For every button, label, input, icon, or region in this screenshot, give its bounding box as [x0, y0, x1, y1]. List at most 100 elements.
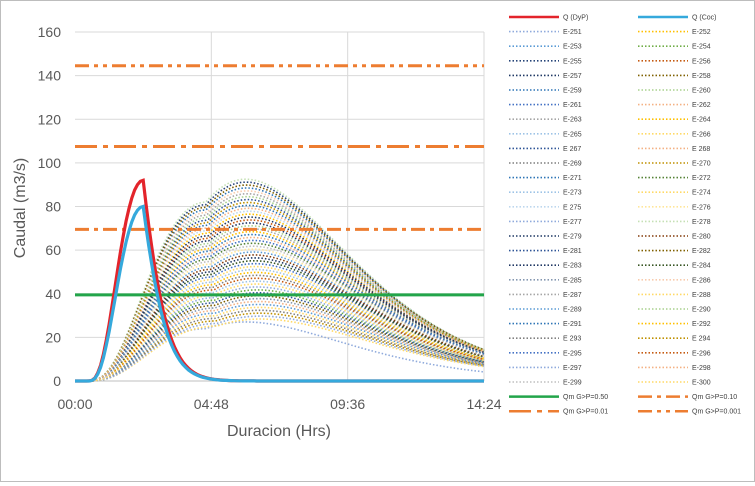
legend-label: E-271	[563, 175, 582, 182]
legend-label: E-295	[563, 350, 582, 357]
ensemble-line	[75, 195, 485, 382]
legend-label: E-262	[692, 102, 711, 109]
legend-label: E-257	[563, 73, 582, 80]
y-tick-label: 80	[45, 199, 61, 215]
legend-label: E-281	[563, 248, 582, 255]
ensemble-line	[75, 254, 485, 382]
x-tick-label: 09:36	[330, 396, 365, 412]
legend-label: E-258	[692, 73, 711, 80]
ensemble-line	[75, 283, 485, 382]
ensemble-line	[75, 207, 485, 382]
ensemble-line	[75, 233, 485, 382]
legend-label: E-256	[692, 58, 711, 65]
ensemble-line	[75, 277, 485, 382]
ensemble-line	[75, 294, 485, 382]
ensemble-line	[75, 315, 485, 382]
legend-label: E-282	[692, 248, 711, 255]
ensemble-line	[75, 178, 485, 382]
legend-label: E-287	[563, 292, 582, 299]
legend-label: E-297	[563, 365, 582, 372]
x-tick-label: 14:24	[466, 396, 501, 412]
legend-label: E 268	[692, 146, 710, 153]
legend-label: E-261	[563, 102, 582, 109]
legend-label: Qm G>P=0.50	[563, 394, 608, 401]
y-tick-label: 140	[38, 68, 62, 84]
y-tick-label: 60	[45, 242, 61, 258]
legend-label: E-254	[692, 44, 711, 51]
legend-label: E-266	[692, 131, 711, 138]
legend-label: E-272	[692, 175, 711, 182]
legend-label: E-260	[692, 88, 711, 95]
legend-label: E-270	[692, 161, 711, 168]
ensemble-line	[75, 216, 485, 382]
legend-label: Qm G>P=0.001	[692, 409, 741, 416]
legend-label: Qm G>P=0.01	[563, 409, 608, 416]
legend-label: E-263	[563, 117, 582, 124]
legend-label: Q (DyP)	[563, 15, 588, 22]
y-tick-labels: 0 20 40 60 80 100 120 140 160	[38, 24, 62, 389]
ensemble-line	[75, 245, 485, 382]
y-tick-label: 100	[38, 155, 62, 171]
legend-label: E-289	[563, 307, 582, 314]
ensemble-line	[75, 201, 485, 382]
ensemble-line	[75, 321, 485, 382]
ensemble-line	[75, 248, 485, 382]
legend-label: E 275	[563, 204, 581, 211]
ensemble-line	[75, 219, 485, 382]
legend-label: E-283	[563, 263, 582, 270]
legend-label: E-255	[563, 58, 582, 65]
ensemble-line	[75, 239, 485, 382]
legend-label: E-290	[692, 307, 711, 314]
y-tick-label: 0	[53, 373, 61, 389]
legend-label: E-259	[563, 88, 582, 95]
legend-label: E-264	[692, 117, 711, 124]
legend-label: E-273	[563, 190, 582, 197]
legend-label: E-286	[692, 277, 711, 284]
legend-label: E 294	[692, 336, 710, 343]
legend-label: E-251	[563, 29, 582, 36]
ensemble-line	[75, 289, 485, 382]
legend-label: E-284	[692, 263, 711, 270]
x-tick-label: 04:48	[194, 396, 229, 412]
legend-label: E-279	[563, 234, 582, 241]
ensemble-line	[75, 300, 485, 382]
series-lines	[75, 64, 485, 383]
ensemble-line	[75, 227, 485, 382]
ensemble-line	[75, 181, 485, 382]
ensemble-line	[75, 318, 485, 382]
legend-label: E-300	[692, 380, 711, 387]
legend-label: E-299	[563, 380, 582, 387]
legend-label: E-277	[563, 219, 582, 226]
legend-label: E-296	[692, 350, 711, 357]
ensemble-line	[75, 306, 485, 382]
legend-label: E-276	[692, 204, 711, 211]
legend-label: E-274	[692, 190, 711, 197]
y-tick-label: 120	[38, 111, 62, 127]
y-tick-label: 20	[45, 329, 61, 345]
series-line	[75, 204, 484, 383]
legend-label: E-298	[692, 365, 711, 372]
legend-label: E-285	[563, 277, 582, 284]
legend-label: E 267	[563, 146, 581, 153]
ensemble-line	[75, 222, 485, 382]
legend-label: Q (Coc)	[692, 15, 717, 22]
ensemble-line	[75, 260, 485, 382]
legend-label: E-278	[692, 219, 711, 226]
y-tick-label: 40	[45, 286, 61, 302]
legend-label: E-292	[692, 321, 711, 328]
legend: Q (DyP) Q (Coc) E-251 E-252 E-253 E-254 E-255 E…	[509, 15, 741, 416]
x-tick-label: 00:00	[57, 396, 92, 412]
ensemble-line	[75, 257, 485, 382]
y-tick-label: 160	[38, 24, 62, 40]
legend-label: E-291	[563, 321, 582, 328]
x-axis-title: Duracion (Hrs)	[227, 423, 331, 440]
legend-label: E-253	[563, 44, 582, 51]
legend-label: E-252	[692, 29, 711, 36]
legend-label: E-280	[692, 234, 711, 241]
ensemble-line	[75, 292, 485, 382]
legend-label: E 293	[563, 336, 581, 343]
ensemble-line	[75, 265, 485, 382]
legend-label: E-288	[692, 292, 711, 299]
